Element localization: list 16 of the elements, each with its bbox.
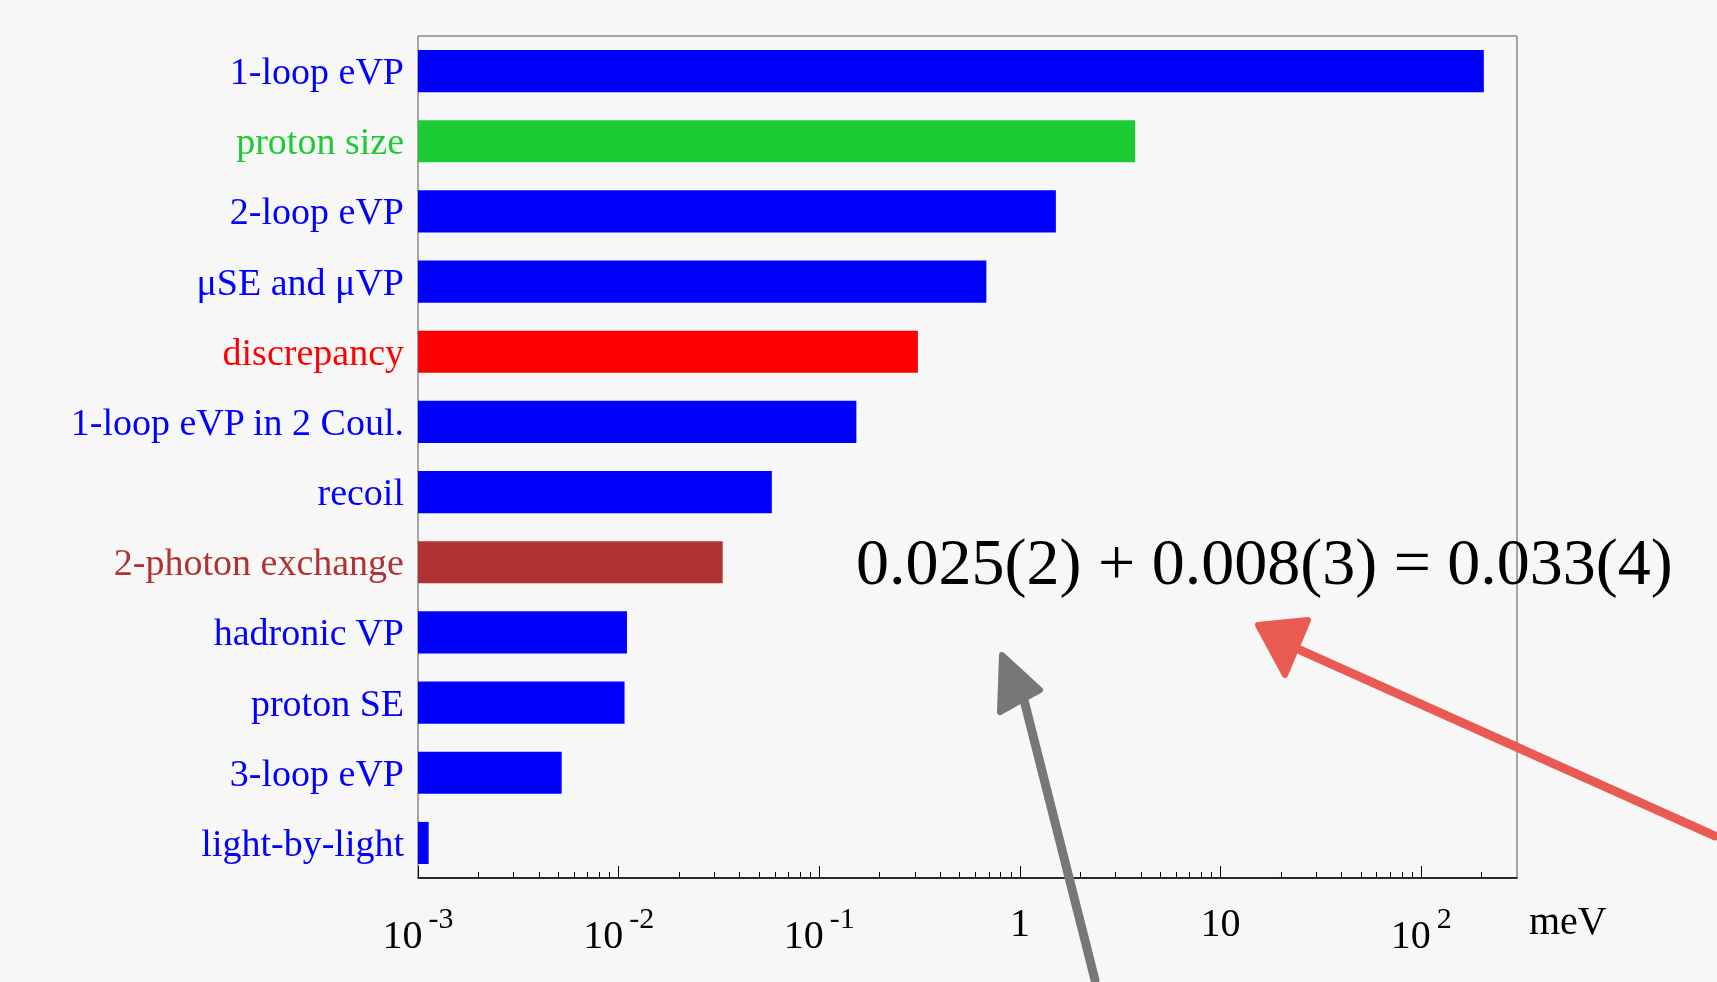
x-axis-title: meV [1529,897,1607,943]
y-tick-label: discrepancy [222,330,404,373]
y-tick-label: 1-loop eVP [229,50,404,93]
x-tick-label: 1 [1009,899,1030,945]
y-tick-label: 3-loop eVP [229,751,404,794]
x-tick-label: 10 [1200,899,1241,945]
y-tick-label: recoil [317,471,404,514]
y-tick-label: hadronic VP [213,611,404,654]
annotation: 0.025(2) + 0.008(3) = 0.033(4) [856,524,1673,599]
y-tick-label: 2-photon exchange [113,541,404,584]
y-tick-label: 1-loop eVP in 2 Coul. [70,400,404,443]
y-tick-label: proton size [236,120,404,163]
y-tick-label: proton SE [250,681,404,724]
y-tick-label: 2-loop eVP [229,190,404,233]
y-tick-label: light-by-light [201,821,405,864]
y-tick-label: μSE and μVP [196,260,404,303]
